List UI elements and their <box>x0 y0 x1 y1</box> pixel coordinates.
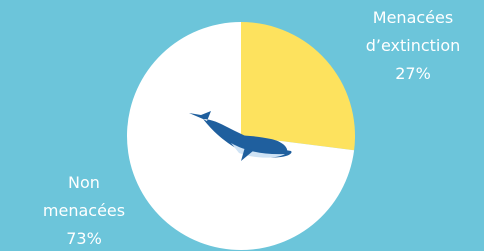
chart: Menacées d’extinction 27% Non menacées 7… <box>0 0 484 251</box>
category-label: Menacées d’extinction <box>348 4 478 60</box>
value-label: 73% <box>34 225 134 251</box>
slice-label: Menacées d’extinction 27% <box>348 4 478 88</box>
pie-slice <box>241 22 355 150</box>
slice-label: Non menacées 73% <box>34 169 134 251</box>
value-label: 27% <box>348 60 478 88</box>
category-label: Non menacées <box>34 169 134 225</box>
